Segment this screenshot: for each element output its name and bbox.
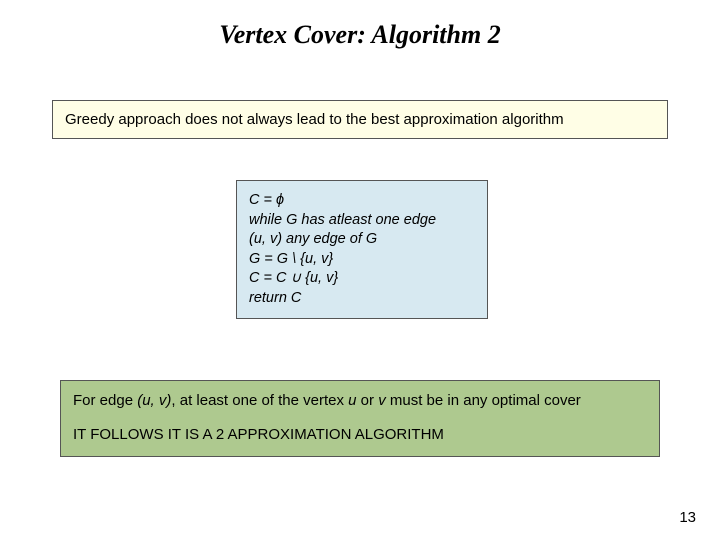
p1-suffix: must be in any optimal cover — [386, 392, 581, 409]
p1-mid2: or — [357, 392, 379, 409]
algo-line-4: G = G \ {u, v} — [249, 250, 475, 270]
p1-prefix: For edge — [73, 392, 137, 409]
algo-line-6: return C — [249, 289, 475, 309]
greedy-note-text: Greedy approach does not always lead to … — [65, 111, 564, 128]
slide-title: Vertex Cover: Algorithm 2 — [0, 20, 720, 50]
p1-mid1: , at least one of the vertex — [171, 392, 348, 409]
p1-uv: (u, v) — [137, 392, 171, 409]
algo-line-1: C = ϕ — [249, 191, 475, 211]
greedy-note-box: Greedy approach does not always lead to … — [52, 100, 668, 139]
p1-v: v — [378, 392, 386, 409]
page-number: 13 — [679, 509, 696, 526]
algo-line-3: (u, v) any edge of G — [249, 230, 475, 250]
conclusion-box: For edge (u, v), at least one of the ver… — [60, 380, 660, 457]
conclusion-para2: IT FOLLOWS IT IS A 2 APPROXIMATION ALGOR… — [73, 425, 647, 445]
conclusion-para1: For edge (u, v), at least one of the ver… — [73, 391, 647, 411]
algo-line-2: while G has atleast one edge — [249, 211, 475, 231]
algo-line-5: C = C ∪ {u, v} — [249, 269, 475, 289]
p1-u: u — [348, 392, 356, 409]
algorithm-box: C = ϕ while G has atleast one edge (u, v… — [236, 180, 488, 319]
slide: Vertex Cover: Algorithm 2 Greedy approac… — [0, 0, 720, 540]
